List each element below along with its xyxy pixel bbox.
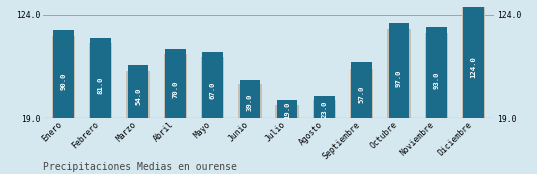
- Bar: [462, 3, 485, 118]
- Bar: [126, 71, 150, 118]
- Bar: [426, 27, 446, 118]
- Bar: [387, 29, 411, 118]
- Text: 54.0: 54.0: [135, 87, 141, 105]
- Text: 97.0: 97.0: [396, 69, 402, 87]
- Bar: [89, 44, 112, 118]
- Bar: [275, 105, 299, 118]
- Bar: [313, 100, 336, 118]
- Bar: [351, 62, 372, 118]
- Text: 70.0: 70.0: [172, 81, 178, 98]
- Bar: [202, 52, 223, 118]
- Bar: [240, 80, 260, 118]
- Text: 67.0: 67.0: [209, 82, 215, 99]
- Text: 124.0: 124.0: [470, 56, 476, 78]
- Bar: [201, 57, 224, 118]
- Bar: [425, 33, 448, 118]
- Bar: [165, 49, 186, 118]
- Text: 57.0: 57.0: [359, 86, 365, 104]
- Bar: [463, 0, 484, 118]
- Bar: [164, 54, 187, 118]
- Bar: [238, 84, 262, 118]
- Text: 39.0: 39.0: [247, 93, 253, 111]
- Text: 81.0: 81.0: [98, 76, 104, 94]
- Bar: [128, 65, 148, 118]
- Bar: [314, 96, 335, 118]
- Bar: [91, 38, 111, 118]
- Bar: [53, 30, 74, 118]
- Bar: [52, 35, 75, 118]
- Text: Precipitaciones Medias en ourense: Precipitaciones Medias en ourense: [43, 162, 237, 172]
- Text: 90.0: 90.0: [61, 72, 67, 90]
- Text: 93.0: 93.0: [433, 71, 439, 89]
- Bar: [389, 23, 409, 118]
- Text: 23.0: 23.0: [322, 100, 328, 118]
- Bar: [350, 69, 373, 118]
- Bar: [277, 100, 297, 118]
- Text: 19.0: 19.0: [284, 102, 290, 119]
